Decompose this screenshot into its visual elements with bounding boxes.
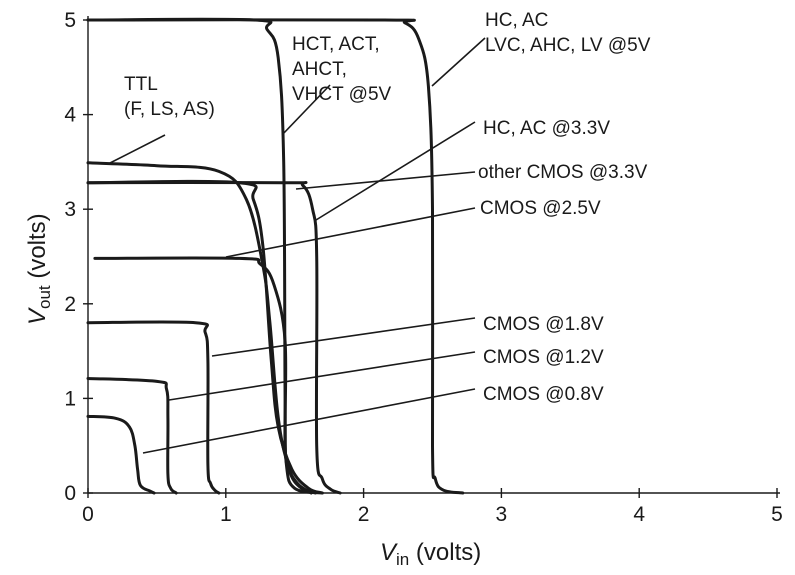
annotation-cmos25: CMOS @2.5V — [480, 198, 601, 219]
annotation-ttl: TTL (F, LS, AS) — [124, 74, 215, 120]
leader-line — [142, 388, 476, 454]
leader-line — [211, 317, 476, 357]
annotation-hc33: HC, AC @3.3V — [483, 118, 610, 139]
annotation-cmos12: CMOS @1.2V — [483, 347, 604, 368]
x-tick-label: 1 — [220, 503, 232, 526]
axes — [87, 16, 780, 494]
y-tick-label: 3 — [64, 198, 76, 221]
y-tick-label: 2 — [64, 293, 76, 316]
leaders — [109, 37, 486, 454]
leader-line — [168, 351, 476, 401]
leader-line — [109, 134, 166, 164]
x-tick-label: 4 — [633, 503, 645, 526]
x-tick-label: 0 — [82, 503, 94, 526]
y-tick-label: 1 — [64, 387, 76, 410]
leader-line — [281, 84, 331, 136]
leader-line — [225, 207, 476, 258]
ticks: 0 1 2 3 4 5 0 1 2 3 4 5 — [64, 9, 783, 526]
transfer-curve — [93, 256, 317, 495]
x-axis-label: Vin (volts) — [380, 539, 481, 569]
x-tick-label: 3 — [496, 503, 508, 526]
transfer-curve — [86, 377, 178, 495]
curves — [86, 17, 465, 495]
y-axis-label: Vout (volts) — [24, 213, 54, 325]
annotation-hct: HCT, ACT, AHCT, VHCT @5V — [292, 34, 392, 105]
transfer-curve — [86, 18, 465, 495]
annotation-cmos18: CMOS @1.8V — [483, 314, 604, 335]
annotation-hc5: HC, AC LVC, AHC, LV @5V — [485, 10, 651, 56]
annotation-cmos33: other CMOS @3.3V — [478, 162, 648, 183]
x-tick-label: 5 — [771, 503, 783, 526]
leader-line — [315, 121, 476, 221]
leader-line — [431, 37, 486, 87]
annotations: TTL (F, LS, AS) HCT, ACT, AHCT, VHCT @5V HC, … — [124, 10, 651, 405]
transfer-curve — [86, 414, 156, 495]
y-tick-label: 5 — [64, 9, 76, 32]
y-tick-label: 0 — [64, 482, 76, 505]
annotation-cmos08: CMOS @0.8V — [483, 384, 604, 405]
transfer-curve — [86, 180, 342, 495]
x-tick-label: 2 — [358, 503, 370, 526]
transfer-curve — [86, 320, 221, 495]
transfer-curve — [86, 161, 313, 495]
y-tick-label: 4 — [64, 104, 76, 127]
leader-line — [295, 171, 476, 190]
